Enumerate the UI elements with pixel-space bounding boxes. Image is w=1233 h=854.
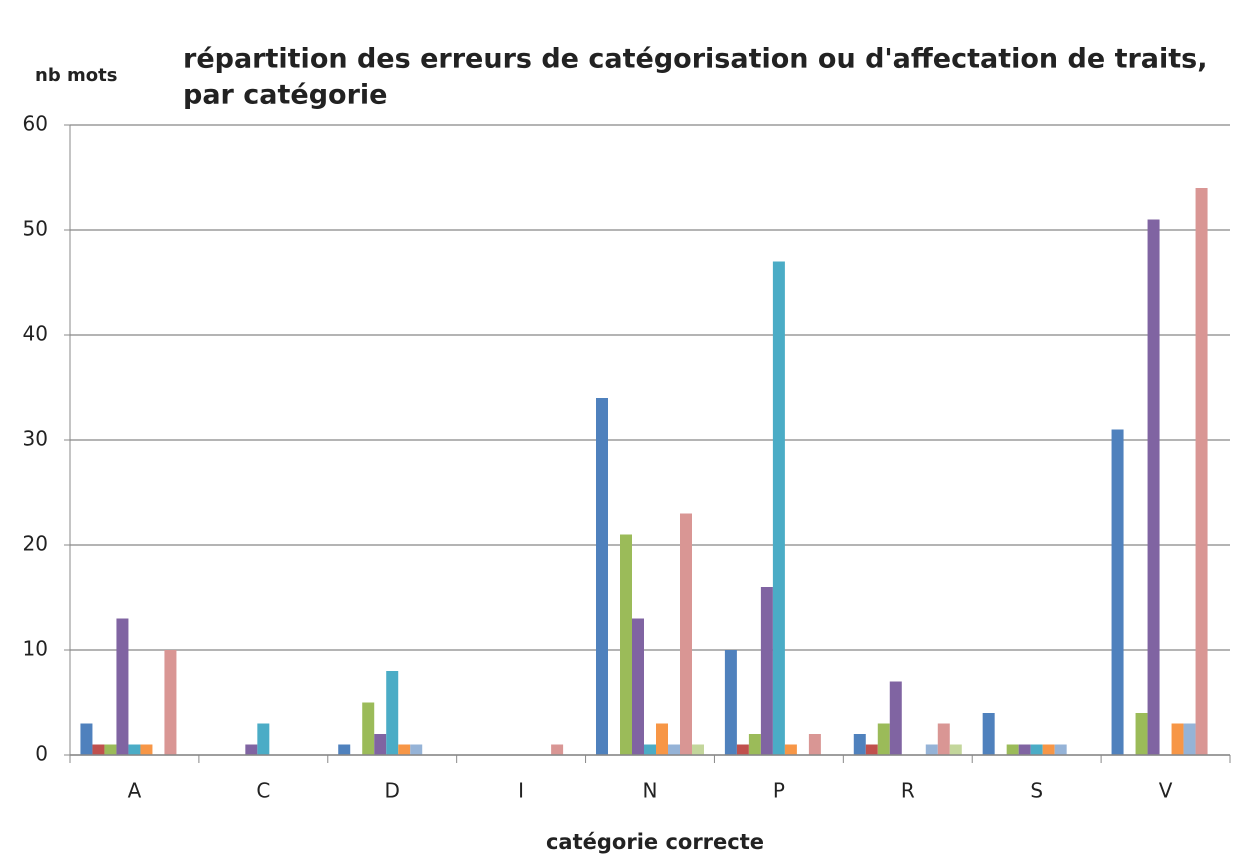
bar (772, 261, 785, 755)
bar (644, 744, 656, 755)
bar (1183, 723, 1196, 755)
bar (877, 723, 890, 755)
bar (1006, 744, 1019, 755)
bar (1171, 723, 1184, 755)
bar (1030, 744, 1043, 755)
chart-title: répartition des erreurs de catégorisatio… (183, 44, 1208, 75)
x-tick-label: I (518, 779, 524, 803)
y-tick-label: 30 (23, 427, 48, 451)
bar (937, 723, 950, 755)
bar (1111, 429, 1124, 755)
y-tick-label: 20 (23, 532, 48, 556)
bar (104, 744, 117, 755)
bar (374, 734, 387, 755)
x-tick-label: C (256, 779, 270, 803)
bar (1042, 744, 1055, 755)
bar (620, 534, 632, 755)
bar (784, 744, 797, 755)
bar (140, 744, 153, 755)
bar (808, 734, 821, 755)
y-tick-label: 0 (35, 742, 48, 766)
y-tick-label: 10 (23, 637, 48, 661)
bar (386, 671, 399, 755)
x-tick-label: D (385, 779, 400, 803)
bar (398, 744, 411, 755)
y-tick-label: 40 (23, 322, 48, 346)
bar (632, 618, 644, 755)
bar (338, 744, 351, 755)
bar (551, 744, 564, 755)
bar (362, 702, 375, 755)
x-tick-label: A (128, 779, 142, 803)
bar (748, 734, 761, 755)
x-tick-label: S (1030, 779, 1043, 803)
bar (116, 618, 129, 755)
bar (1195, 188, 1208, 755)
bar (925, 744, 938, 755)
bar (1054, 744, 1067, 755)
bar (80, 723, 93, 755)
bar (680, 513, 692, 755)
y-tick-label: 50 (23, 217, 48, 241)
bar (760, 587, 773, 755)
x-tick-label: V (1159, 779, 1173, 803)
bar (245, 744, 258, 755)
bar (410, 744, 423, 755)
bar (982, 713, 995, 755)
bar (949, 744, 962, 755)
bar (257, 723, 270, 755)
bar (736, 744, 749, 755)
bar (596, 398, 608, 755)
bar (1147, 219, 1160, 755)
chart-title: par catégorie (183, 80, 387, 111)
bar (1135, 713, 1148, 755)
bar (724, 650, 737, 755)
x-tick-label: P (773, 779, 785, 803)
x-axis-label: catégorie correcte (546, 830, 764, 854)
x-tick-label: R (901, 779, 915, 803)
y-tick-label: 60 (23, 112, 48, 136)
bar (164, 650, 177, 755)
bar (668, 744, 680, 755)
bar (692, 744, 704, 755)
bar (656, 723, 668, 755)
bar (865, 744, 878, 755)
bar (128, 744, 141, 755)
y-axis-label: nb mots (35, 65, 117, 86)
bar (92, 744, 105, 755)
bar (1018, 744, 1031, 755)
x-tick-label: N (643, 779, 658, 803)
bar (853, 734, 866, 755)
bar (889, 681, 902, 755)
